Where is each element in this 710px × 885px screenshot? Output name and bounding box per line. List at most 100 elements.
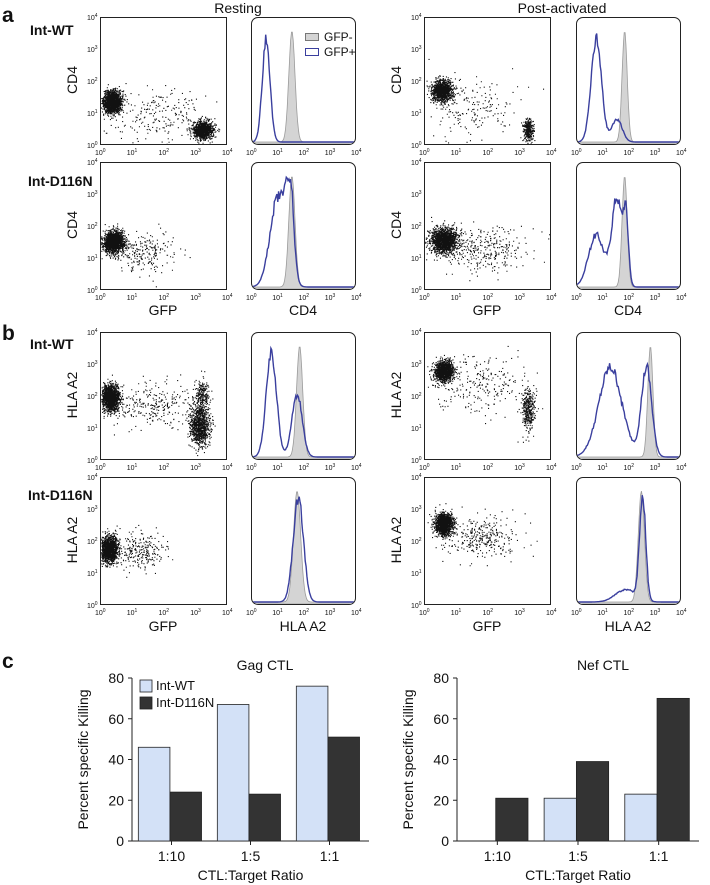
y-tick-label: 104	[411, 158, 422, 167]
x-tick-label: 100	[419, 148, 430, 157]
x-tick-label: 103	[190, 608, 201, 617]
y-tick-label: 20	[433, 792, 449, 808]
y-tick-label: 104	[411, 473, 422, 482]
y-tick-label: 103	[87, 360, 98, 369]
x-axis-label: CTL:Target Ratio	[198, 867, 304, 883]
scatter-plot	[100, 162, 227, 290]
y-tick-label: 102	[411, 392, 422, 401]
x-tick-label: 104	[351, 608, 362, 617]
x-tick-label: 102	[623, 608, 635, 617]
y-tick-label: 103	[87, 45, 98, 54]
y-tick-label: 103	[411, 360, 422, 369]
scatter-dots	[101, 83, 221, 144]
y-tick-label: 100	[411, 286, 422, 295]
histogram-plot	[576, 162, 681, 290]
y-tick-label: 80	[433, 670, 449, 686]
x-tick-label: 104	[351, 463, 362, 472]
y-axis-label-cd4: CD4	[388, 66, 404, 95]
x-tick-label: 103	[324, 293, 336, 302]
histogram-plot	[251, 332, 356, 460]
x-tick-label: 101	[450, 608, 462, 617]
y-tick-label: 100	[411, 141, 422, 150]
x-tick-label: 103	[649, 293, 661, 302]
x-tick-label: 104	[546, 148, 557, 157]
x-tick-label: 100	[246, 463, 257, 472]
histogram-plot	[251, 477, 356, 605]
x-tick-label: 101	[126, 148, 138, 157]
histogram-gfp-neg-area	[577, 491, 680, 604]
y-axis-label-hla-a2: HLA A2	[64, 371, 80, 419]
y-tick-label: 60	[433, 711, 449, 727]
x-tick-label: 101	[450, 293, 462, 302]
x-tick-label: 104	[351, 148, 362, 157]
y-axis-label-hla-a2: HLA A2	[388, 371, 404, 419]
scatter-plot	[424, 17, 551, 145]
x-tick-label: 101	[272, 608, 283, 617]
x-tick-label: 104	[351, 293, 362, 302]
y-axis-label-hla-a2: HLA A2	[64, 516, 80, 564]
bar-int-d116n	[169, 791, 202, 842]
y-tick-label: 102	[411, 537, 422, 546]
y-tick-label: 103	[87, 190, 98, 199]
x-tick-label: 102	[158, 463, 170, 472]
y-tick-label: 101	[87, 254, 98, 263]
x-tick-label: 104	[546, 608, 557, 617]
x-tick-label: 100	[419, 608, 430, 617]
scatter-plot	[100, 332, 227, 460]
y-tick-label: 101	[411, 109, 422, 118]
row-label-int-d116n-a: Int-D116N	[28, 173, 93, 189]
x-axis-label-hla-a2: HLA A2	[604, 618, 652, 634]
x-tick-label: 100	[95, 463, 106, 472]
histogram-gfp-pos-line	[577, 361, 680, 458]
y-tick-label: 101	[411, 254, 422, 263]
scatter-plot	[424, 162, 551, 290]
x-tick-label: 102	[482, 608, 494, 617]
panel-letter-a: a	[2, 4, 14, 27]
x-tick-label: 102	[623, 148, 635, 157]
x-tick-label: 101	[597, 608, 608, 617]
histogram-gfp-neg-area	[577, 32, 680, 144]
chart-title-nef: Nef CTL	[576, 657, 630, 673]
x-tick-label: 101	[272, 293, 283, 302]
x-tick-label: 100	[419, 293, 430, 302]
x-tick-label: 103	[514, 293, 525, 302]
scatter-dots	[101, 370, 216, 457]
header-resting: Resting	[214, 0, 262, 16]
bar-chart-gag: 0 20 40 60 80 Percent specific Killing 1:10 1:5…	[75, 670, 369, 883]
x-tick-label: 104	[676, 608, 687, 617]
x-tick-label: 103	[649, 148, 661, 157]
y-tick-label: 101	[411, 424, 422, 433]
bar-int-d116n	[495, 797, 529, 842]
y-tick-label: 103	[411, 190, 422, 199]
x-tick-label: 103	[514, 608, 525, 617]
y-tick-label: 103	[411, 45, 422, 54]
y-tick-label: 100	[87, 141, 98, 150]
row-label-int-d116n-b: Int-D116N	[28, 487, 93, 503]
row-label-int-wt-a: Int-WT	[30, 22, 74, 38]
scatter-plot	[424, 332, 551, 460]
x-tick-label: 100	[246, 293, 257, 302]
header-post-activated: Post-activated	[517, 0, 607, 16]
x-axis-label-cd4: CD4	[613, 302, 642, 318]
x-tick-label: 1:10	[158, 848, 185, 864]
x-tick-label: 100	[246, 608, 257, 617]
x-tick-label: 100	[95, 148, 106, 157]
legend-label-int-wt: Int-WT	[156, 678, 195, 693]
scatter-dots	[425, 216, 550, 282]
x-tick-label: 102	[158, 293, 170, 302]
y-tick-label: 60	[108, 711, 124, 727]
y-axis-label: Percent specific Killing	[75, 689, 91, 829]
x-axis-label-gfp: GFP	[472, 302, 502, 318]
bar-int-d116n	[656, 697, 690, 842]
y-tick-label: 102	[411, 77, 422, 86]
y-tick-label: 100	[87, 286, 98, 295]
y-tick-label: 40	[433, 752, 449, 768]
x-tick-label: 100	[419, 463, 430, 472]
y-axis-label-hla-a2: HLA A2	[388, 516, 404, 564]
y-tick-label: 103	[411, 505, 422, 514]
x-tick-label: 1:10	[484, 848, 511, 864]
x-tick-label: 101	[597, 463, 608, 472]
y-tick-label: 103	[87, 505, 98, 514]
scatter-dots	[427, 503, 538, 567]
y-tick-label: 104	[411, 13, 422, 22]
